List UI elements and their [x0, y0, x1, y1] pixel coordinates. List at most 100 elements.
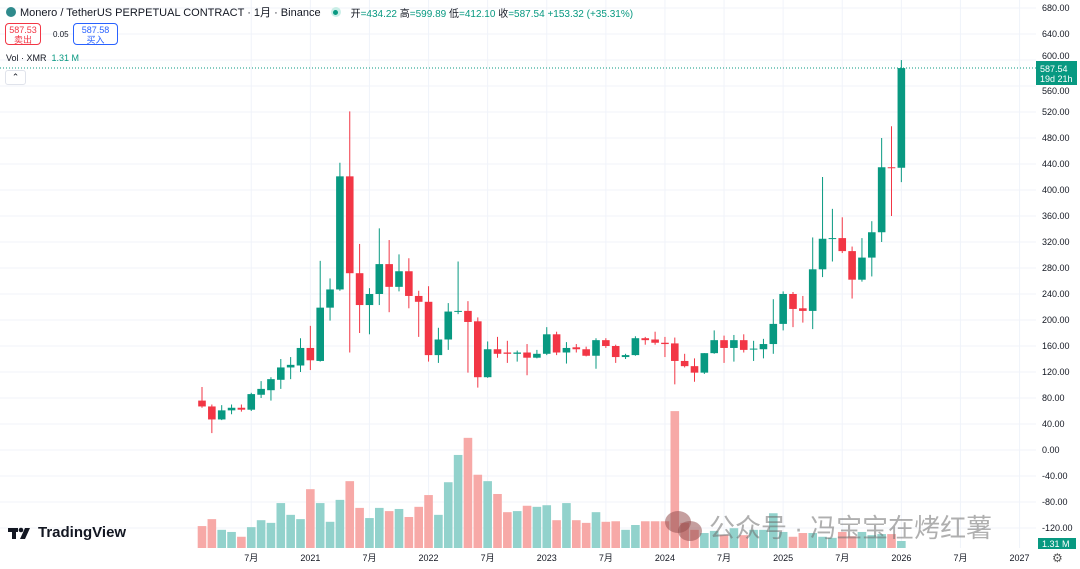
- volume-bar: [217, 529, 226, 548]
- candle: [474, 317, 482, 388]
- settings-gear-icon[interactable]: ⚙: [1052, 551, 1063, 565]
- candle: [661, 336, 669, 358]
- candle: [523, 344, 531, 376]
- candle: [680, 353, 689, 368]
- time-tick-label: 2027: [1010, 553, 1030, 563]
- price-axis[interactable]: 680.00 640.00 600.00 560.00 520.00 480.00 440.…: [1042, 3, 1073, 533]
- time-tick-label: 7月: [599, 553, 613, 563]
- candle: [769, 299, 778, 354]
- candle-body: [355, 273, 364, 306]
- tradingview-logo[interactable]: TradingView: [8, 524, 126, 541]
- volume-bar: [828, 537, 837, 548]
- volume-bar: [335, 499, 345, 548]
- volume-bar: [719, 535, 729, 548]
- candle-body: [464, 310, 472, 322]
- candle: [779, 291, 787, 331]
- candle: [533, 349, 541, 359]
- candle: [690, 358, 699, 382]
- candle: [208, 404, 216, 434]
- symbol-title[interactable]: Monero / TetherUS PERPETUAL CONTRACT · 1…: [20, 7, 321, 19]
- candle-body: [277, 367, 285, 380]
- candle: [582, 346, 590, 357]
- volume-bar: [384, 511, 394, 548]
- price-tick-label: 640.00: [1042, 29, 1070, 39]
- time-tick-label: 7月: [481, 553, 495, 563]
- candle: [542, 327, 551, 356]
- candle: [887, 126, 896, 216]
- candle-body: [227, 407, 236, 411]
- volume-bar: [739, 535, 749, 548]
- candle-body: [208, 406, 216, 420]
- close-label: 收: [498, 8, 509, 20]
- candle-body: [838, 238, 847, 252]
- volume-bar: [847, 536, 857, 548]
- volume-bar: [769, 513, 778, 548]
- candle-body: [700, 353, 709, 373]
- candlesticks: [198, 60, 906, 434]
- change-value: +153.32 (+35.31%): [547, 8, 634, 20]
- candle: [247, 392, 256, 411]
- candle: [858, 238, 866, 282]
- candle-body: [523, 352, 531, 358]
- candle-body: [454, 310, 462, 312]
- volume-bar: [749, 529, 758, 548]
- volume-bar: [788, 536, 798, 548]
- candle-body: [217, 410, 226, 420]
- candle: [552, 331, 561, 356]
- candle: [336, 162, 344, 291]
- volume-tag: 1.31 M: [1038, 538, 1076, 549]
- candle: [799, 295, 807, 323]
- candle-body: [808, 269, 817, 311]
- high-value: =599.89: [409, 8, 447, 20]
- sell-label: 卖出: [13, 35, 32, 45]
- price-tick-label: -80.00: [1042, 497, 1068, 507]
- volume-bar: [572, 520, 581, 548]
- volume-legend[interactable]: Vol · XMR 1.31 M: [6, 53, 79, 63]
- candle: [405, 258, 413, 309]
- candle-body: [434, 339, 443, 356]
- collapse-legend-button[interactable]: ⌃: [5, 70, 26, 85]
- candle: [700, 353, 709, 374]
- candle: [848, 246, 856, 299]
- candle-body: [385, 264, 393, 287]
- candle: [227, 404, 236, 415]
- candle: [296, 338, 305, 372]
- volume-bar: [650, 521, 660, 548]
- sell-button[interactable]: 587.53 卖出: [5, 23, 41, 45]
- candle-body: [552, 334, 561, 353]
- candle: [326, 278, 334, 321]
- candle-body: [582, 349, 590, 356]
- candle-body: [424, 301, 433, 356]
- candle: [454, 261, 462, 315]
- candle-body: [749, 348, 758, 350]
- candle-body: [680, 360, 689, 367]
- grid-lines: [0, 0, 1036, 548]
- candle-body: [818, 238, 827, 270]
- time-tick-label: 7月: [717, 553, 731, 563]
- candle-body: [720, 340, 728, 348]
- candle-body: [296, 347, 305, 366]
- volume-bar: [463, 437, 473, 548]
- volume-bar: [798, 533, 808, 548]
- volume-bar: [897, 540, 906, 548]
- candle: [277, 359, 285, 389]
- volume-bar: [532, 506, 542, 548]
- buy-button[interactable]: 587.58 买入: [73, 23, 118, 45]
- candle-body: [326, 289, 334, 308]
- volume-bar: [818, 536, 827, 548]
- candle: [720, 335, 728, 363]
- candle-body: [671, 343, 679, 361]
- last-price-tag: 587.54 19d 21h: [1036, 61, 1077, 85]
- candle: [395, 254, 403, 292]
- time-axis[interactable]: 7月 2021 7月 2022 7月 2023 7月 2024 7月 2025 7月 2026 7月 20…: [244, 553, 1029, 563]
- candle: [493, 336, 502, 358]
- volume-bar: [355, 507, 364, 548]
- volume-bar: [700, 533, 709, 548]
- time-tick-label: 2021: [300, 553, 320, 563]
- candle: [641, 336, 650, 345]
- ohlc-values: 开=434.22 高=599.89 低=412.10 收=587.54 +153…: [351, 5, 634, 20]
- candle: [513, 350, 521, 362]
- candle-body: [533, 353, 541, 358]
- volume-bar: [778, 531, 788, 548]
